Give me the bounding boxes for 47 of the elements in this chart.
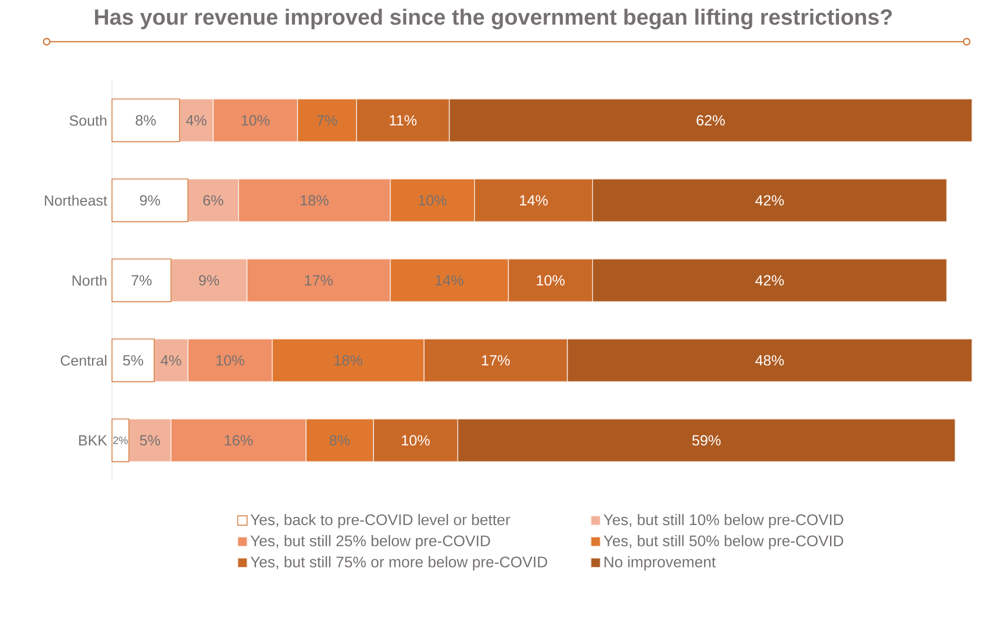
data-label: 18%: [300, 195, 328, 206]
data-label: 9%: [199, 275, 220, 286]
bar: [112, 338, 155, 382]
legend-label: Yes, but still 10% below pre-COVID: [604, 514, 844, 528]
data-label: 18%: [334, 355, 362, 366]
data-label: 10%: [242, 115, 270, 126]
data-label: 11%: [390, 115, 416, 126]
data-label: 6%: [203, 195, 224, 206]
data-label: 14%: [436, 275, 464, 286]
bar: [112, 178, 188, 222]
data-label: 17%: [482, 355, 510, 366]
data-label: 4%: [186, 115, 206, 126]
data-label: 10%: [418, 195, 447, 206]
data-label: 59%: [692, 435, 721, 446]
data-label: 7%: [132, 275, 152, 286]
y-tick-label: BKK: [79, 435, 108, 446]
legend-label: Yes, back to pre-COVID level or better: [250, 514, 510, 528]
bar: [112, 258, 172, 302]
data-label: 62%: [696, 115, 725, 126]
data-label: 8%: [330, 435, 350, 446]
data-label: 5%: [140, 435, 160, 446]
legend-label: Yes, but still 75% or more below pre-COVID: [250, 556, 548, 570]
data-label: 8%: [136, 115, 156, 126]
y-tick-label: Central: [60, 354, 106, 366]
bar: [112, 418, 130, 462]
data-label: 14%: [520, 195, 548, 206]
legend-label: No improvement: [604, 556, 716, 570]
data-label: 9%: [140, 195, 160, 206]
y-tick-label: South: [70, 114, 106, 126]
data-label: 48%: [755, 355, 784, 366]
data-label: 5%: [123, 355, 144, 366]
data-label: 7%: [317, 115, 338, 126]
y-tick-label: North: [72, 274, 106, 286]
bar: [112, 98, 180, 142]
data-label: 17%: [305, 275, 333, 286]
data-label: 10%: [402, 435, 430, 446]
legend-label: Yes, but still 50% below pre-COVID: [604, 535, 844, 550]
data-label: 42%: [755, 275, 784, 286]
data-label: 10%: [536, 275, 565, 286]
data-label: 4%: [160, 355, 182, 366]
legend-label: Yes, but still 25% below pre-COVID: [250, 535, 490, 550]
data-label: 16%: [224, 435, 253, 446]
data-label: 42%: [755, 195, 784, 206]
y-tick-label: Northeast: [44, 194, 108, 206]
data-label: 10%: [216, 355, 244, 366]
chart-title: Has your revenue improved since the government began lifting restrictions?: [95, 8, 892, 30]
data-label: 2%: [113, 436, 128, 444]
